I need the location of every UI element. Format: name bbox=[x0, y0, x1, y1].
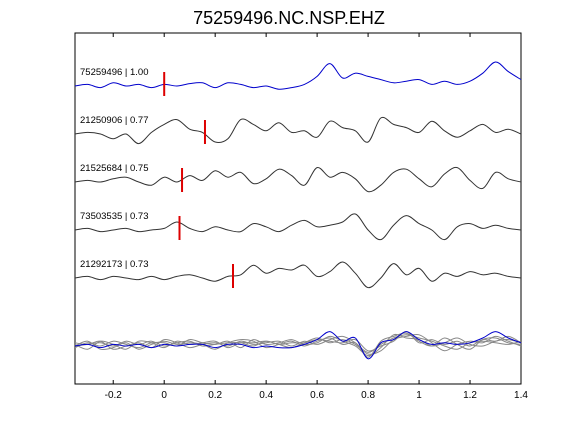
stack-line bbox=[74, 333, 522, 355]
trace-line bbox=[74, 166, 522, 193]
x-tick-label: 0 bbox=[161, 390, 167, 401]
plot-frame bbox=[74, 32, 522, 385]
x-tick-label: 0.2 bbox=[208, 390, 222, 401]
x-axis: -0.2 0 0.2 0.4 0.6 0.8 1 1.2 1.4 bbox=[105, 33, 528, 401]
traces: 75259496 | 1.00 21250906 | 0.77 21525684 |… bbox=[74, 61, 522, 289]
stack-line bbox=[74, 331, 522, 352]
trace-overlay-stack bbox=[74, 331, 522, 360]
trace-line bbox=[74, 116, 522, 145]
stack-line bbox=[74, 331, 522, 360]
trace-label: 73503535 | 0.73 bbox=[80, 211, 149, 222]
trace-label: 21292173 | 0.73 bbox=[80, 259, 149, 270]
x-tick-label: 0.4 bbox=[259, 390, 273, 401]
chart-title: 75259496.NC.NSP.EHZ bbox=[193, 8, 385, 28]
x-tick-label: 1.4 bbox=[514, 390, 528, 401]
x-tick-label: -0.2 bbox=[105, 390, 123, 401]
x-tick-label: 1.2 bbox=[463, 390, 477, 401]
trace-line bbox=[74, 61, 522, 90]
trace-label: 21250906 | 0.77 bbox=[80, 115, 149, 126]
trace-label: 21525684 | 0.75 bbox=[80, 163, 149, 174]
trace-label: 75259496 | 1.00 bbox=[80, 67, 149, 78]
trace-line bbox=[74, 261, 522, 289]
trace-line bbox=[74, 213, 522, 241]
x-tick-label: 1 bbox=[416, 390, 422, 401]
x-tick-label: 0.6 bbox=[310, 390, 324, 401]
x-tick-label: 0.8 bbox=[361, 390, 375, 401]
